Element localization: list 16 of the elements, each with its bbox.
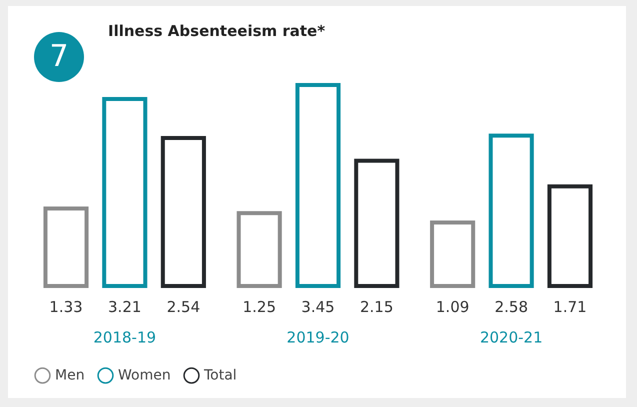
data-label: 1.33 — [49, 298, 83, 316]
legend-label: Women — [118, 368, 171, 384]
x-tick-label: 2020-21 — [480, 328, 543, 346]
x-tick-label: 2019-20 — [286, 328, 350, 346]
data-label: 1.71 — [553, 298, 587, 316]
data-label: 3.45 — [301, 298, 335, 316]
legend-label: Men — [55, 368, 85, 384]
data-label: 1.09 — [436, 298, 470, 316]
data-label: 3.21 — [108, 298, 142, 316]
data-label: 2.15 — [360, 298, 394, 316]
data-label: 2.58 — [494, 298, 528, 316]
chart-title: Illness Absenteeism rate* — [108, 22, 326, 40]
x-tick-label: 2018-19 — [93, 328, 156, 346]
data-label: 1.25 — [242, 298, 276, 316]
legend-label: Total — [203, 368, 237, 384]
data-label: 2.54 — [166, 298, 200, 316]
